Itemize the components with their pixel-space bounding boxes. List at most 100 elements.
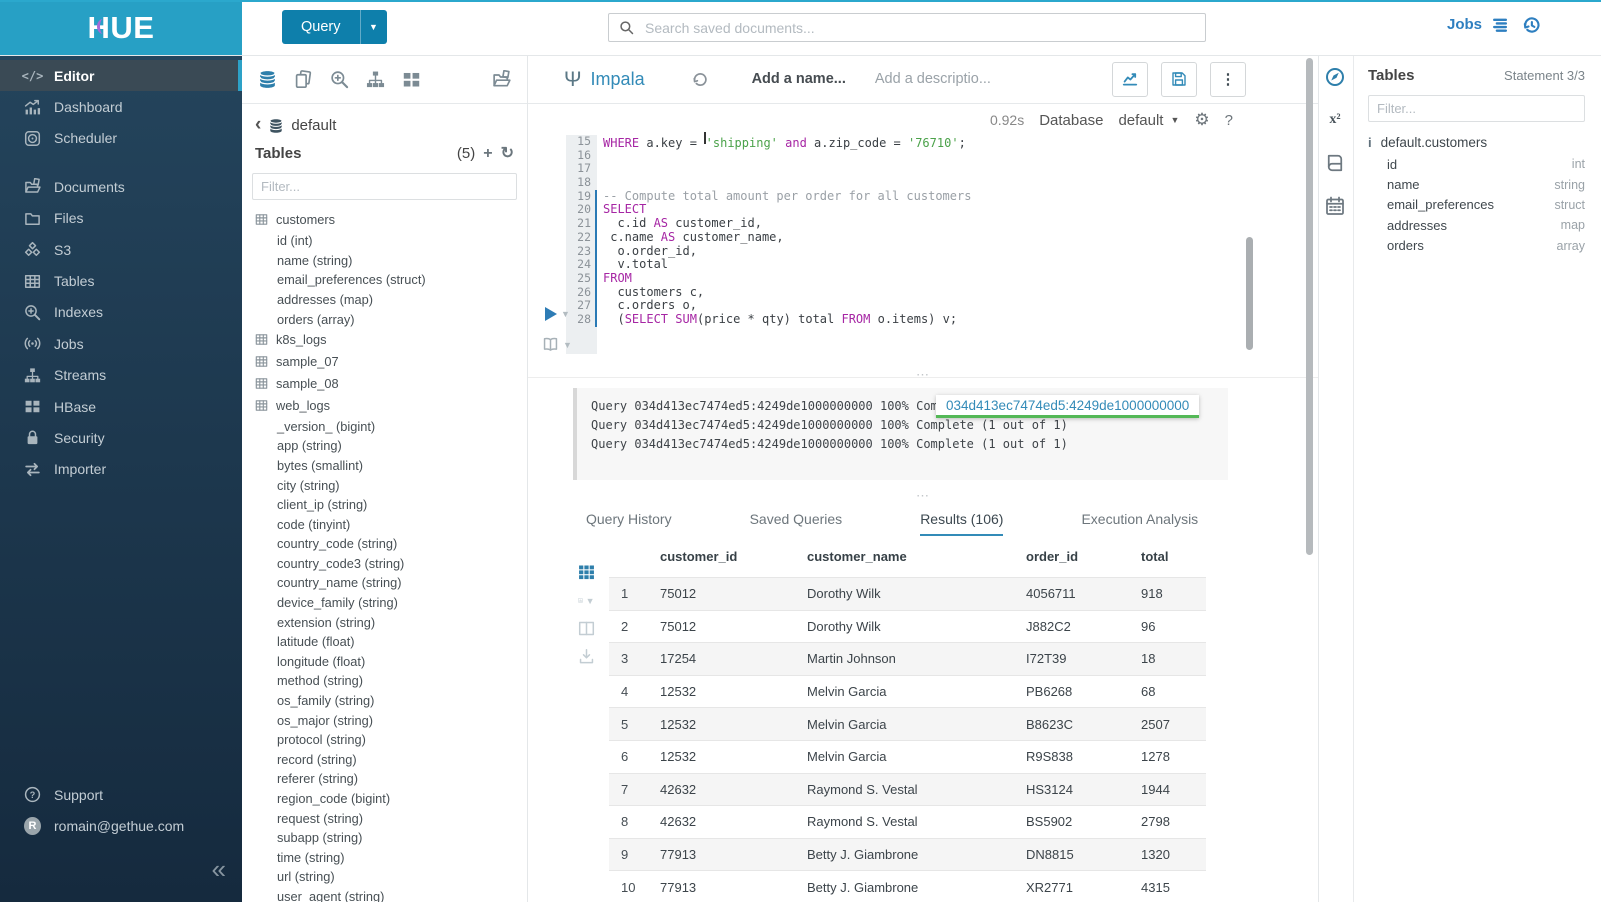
table-item-k8s-logs[interactable]: k8s_logs (255, 329, 527, 351)
apps-grid-assist-icon[interactable] (402, 70, 421, 89)
tables-filter-input[interactable] (253, 174, 516, 199)
search-input[interactable] (643, 19, 1195, 37)
column-item[interactable]: code (tinyint) (255, 514, 527, 534)
run-query-button[interactable]: ▼ (545, 307, 570, 321)
code-line[interactable]: 18 (528, 176, 1318, 190)
column-item[interactable]: country_name (string) (255, 573, 527, 593)
splitter-handle-icon[interactable]: ⋯ (916, 489, 930, 502)
table-row[interactable]: 512532Melvin GarciaB8623C2507 (609, 707, 1206, 740)
table-row[interactable]: 175012Dorothy Wilk4056711918 (609, 577, 1206, 610)
code-line[interactable]: 20SELECT (528, 203, 1318, 217)
table-row[interactable]: 412532Melvin GarciaPB626868 (609, 675, 1206, 708)
sidebar-item-hbase[interactable]: HBase (0, 391, 242, 422)
save-button[interactable] (1161, 62, 1197, 97)
query-history-icon[interactable] (1521, 15, 1541, 35)
column-header-customer-name[interactable]: customer_name (807, 549, 1026, 564)
jobs-label[interactable]: Jobs (1447, 16, 1482, 33)
help-question-icon[interactable]: ? (1225, 112, 1233, 129)
jobs-link[interactable]: Jobs (1447, 16, 1508, 33)
sidebar-item-editor[interactable]: </>Editor (0, 60, 242, 91)
table-row[interactable]: 317254Martin JohnsonI72T3918 (609, 642, 1206, 675)
database-assist-icon[interactable] (258, 70, 277, 89)
active-table-name[interactable]: default.customers (1381, 135, 1488, 150)
query-id-tooltip[interactable]: 034d413ec7474ed5:4249de1000000000 (936, 395, 1199, 418)
sidebar-collapse-icon[interactable]: « (212, 856, 226, 882)
column-item[interactable]: app (string) (255, 436, 527, 456)
sidebar-item-support[interactable]: ?Support (0, 779, 242, 810)
assist-compass-icon[interactable] (1325, 67, 1345, 87)
column-item[interactable]: time (string) (255, 847, 527, 867)
sidebar-item-files[interactable]: Files (0, 203, 242, 234)
sidebar-item-indexes[interactable]: Indexes (0, 297, 242, 328)
column-row-addresses[interactable]: addressesmap (1368, 215, 1585, 235)
column-item[interactable]: user_agent (string) (255, 887, 527, 902)
tab-query-history[interactable]: Query History (586, 511, 672, 536)
editor-scrollbar[interactable] (1246, 237, 1253, 350)
engine-name[interactable]: Impala (591, 69, 645, 90)
sidebar-item-scheduler[interactable]: Scheduler (0, 123, 242, 154)
sidebar-item-documents[interactable]: Documents (0, 171, 242, 202)
database-select-value[interactable]: default (1118, 112, 1163, 129)
hierarchy-assist-icon[interactable] (366, 70, 385, 89)
run-options-caret-icon[interactable]: ▼ (561, 309, 570, 319)
code-line[interactable]: 15WHERE a.key = 'shipping' and a.zip_cod… (528, 135, 1318, 149)
code-line[interactable]: 28 (SELECT SUM(price * qty) total FROM o… (528, 313, 1318, 327)
add-table-icon[interactable]: + (483, 146, 492, 162)
table-item-web-logs[interactable]: web_logs (255, 395, 527, 417)
sidebar-item-security[interactable]: Security (0, 422, 242, 453)
code-line[interactable]: 17 (528, 162, 1318, 176)
column-item[interactable]: bytes (smallint) (255, 456, 527, 476)
column-header-order-id[interactable]: order_id (1026, 549, 1141, 564)
table-row[interactable]: 612532Melvin GarciaR9S8381278 (609, 740, 1206, 773)
column-item[interactable]: country_code3 (string) (255, 554, 527, 574)
column-row-orders[interactable]: ordersarray (1368, 236, 1585, 256)
column-item[interactable]: device_family (string) (255, 593, 527, 613)
column-item[interactable]: method (string) (255, 671, 527, 691)
column-header-total[interactable]: total (1141, 549, 1206, 564)
back-chevron-icon[interactable]: ‹ (255, 115, 261, 134)
column-item[interactable]: orders (array) (255, 309, 527, 329)
column-item[interactable]: _version_ (bigint) (255, 416, 527, 436)
table-item-sample-07[interactable]: sample_07 (255, 351, 527, 373)
schedule-calendar-icon[interactable] (1325, 196, 1345, 216)
refresh-tables-icon[interactable]: ↻ (501, 146, 514, 162)
info-icon[interactable]: i (1368, 135, 1372, 150)
column-item[interactable]: addresses (map) (255, 290, 527, 310)
documents-assist-icon[interactable] (294, 70, 313, 89)
chart-button[interactable] (1112, 62, 1148, 97)
zoom-in-assist-icon[interactable] (330, 70, 349, 89)
code-line[interactable]: 27 c.orders o, (528, 299, 1318, 313)
column-row-name[interactable]: namestring (1368, 174, 1585, 194)
column-item[interactable]: os_family (string) (255, 691, 527, 711)
code-line[interactable]: 25FROM (528, 272, 1318, 286)
column-item[interactable]: city (string) (255, 475, 527, 495)
main-scrollbar[interactable] (1306, 58, 1313, 555)
sql-code-editor[interactable]: 15WHERE a.key = 'shipping' and a.zip_cod… (528, 135, 1318, 354)
sidebar-item-tables[interactable]: Tables (0, 265, 242, 296)
table-row[interactable]: 1077913Betty J. GiambroneXR27714315 (609, 870, 1206, 902)
code-line[interactable]: 16 (528, 149, 1318, 163)
column-row-email-preferences[interactable]: email_preferencesstruct (1368, 195, 1585, 215)
settings-gear-icon[interactable]: ⚙ (1194, 110, 1209, 130)
splitter-handle-icon[interactable]: ⋯ (916, 368, 930, 381)
columns-view-icon[interactable] (578, 620, 595, 637)
right-filter-input[interactable] (1369, 96, 1584, 121)
column-header-customer-id[interactable]: customer_id (660, 549, 807, 564)
tab-execution-analysis[interactable]: Execution Analysis (1081, 511, 1198, 536)
column-item[interactable]: protocol (string) (255, 730, 527, 750)
table-item-sample-08[interactable]: sample_08 (255, 373, 527, 395)
table-item-customers[interactable]: customers (255, 209, 527, 231)
download-icon[interactable] (578, 648, 595, 665)
table-row[interactable]: 977913Betty J. GiambroneDN88151320 (609, 838, 1206, 871)
query-button-label[interactable]: Query (282, 10, 360, 44)
column-item[interactable]: region_code (bigint) (255, 789, 527, 809)
sidebar-item-romain-gethue-com[interactable]: Rromain@gethue.com (0, 811, 242, 842)
table-row[interactable]: 842632Raymond S. VestalBS59022798 (609, 805, 1206, 838)
column-item[interactable]: os_major (string) (255, 710, 527, 730)
tab-results-106-[interactable]: Results (106) (920, 511, 1003, 536)
more-actions-button[interactable]: ⋮ (1210, 62, 1246, 97)
tab-saved-queries[interactable]: Saved Queries (750, 511, 843, 536)
new-query-button[interactable]: Query ▼ (282, 10, 387, 44)
grid-view-icon[interactable] (578, 564, 595, 581)
table-row[interactable]: 742632Raymond S. VestalHS31241944 (609, 773, 1206, 806)
